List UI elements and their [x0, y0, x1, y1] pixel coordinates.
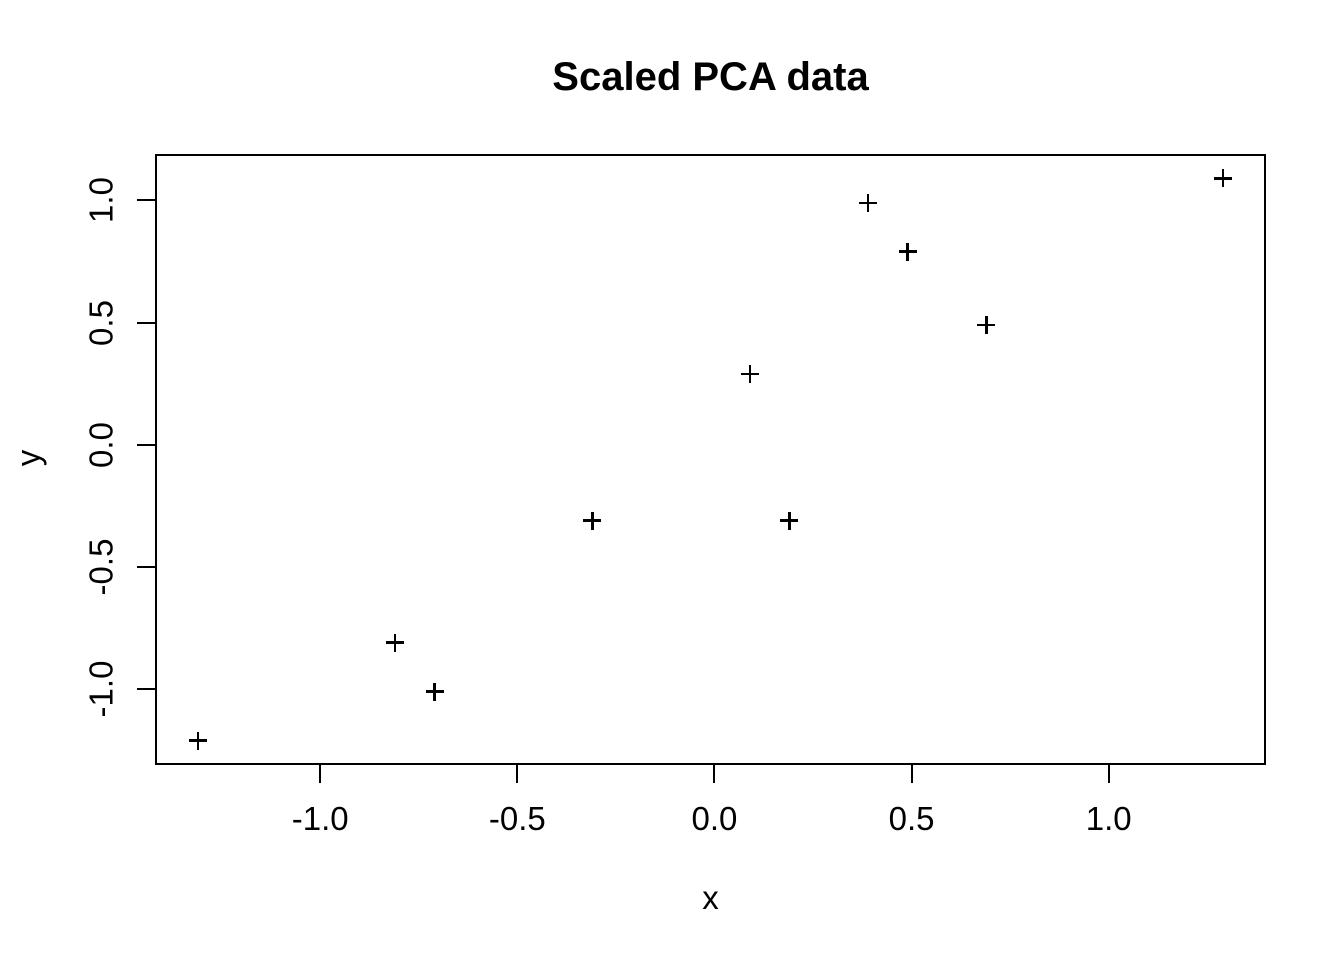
data-point [189, 731, 207, 750]
x-axis-tick-label: -1.0 [291, 800, 349, 837]
y-axis-tick-label: 0.5 [82, 299, 120, 346]
x-axis-tick-label: 0.5 [888, 800, 935, 837]
y-axis-tick [137, 321, 157, 324]
y-axis-tick-label: -1.0 [82, 660, 120, 718]
data-point [583, 511, 602, 530]
data-point [859, 193, 878, 212]
y-axis-label: y [9, 449, 47, 467]
data-point [977, 316, 996, 335]
y-axis-tick-label: 0.0 [82, 421, 120, 468]
y-axis-tick [137, 688, 157, 691]
x-axis-tick [713, 763, 716, 783]
y-axis-tick [137, 566, 157, 569]
x-axis-tick-label: -0.5 [488, 800, 546, 837]
x-axis-tick [1107, 763, 1110, 783]
data-point [1214, 169, 1232, 188]
plot-area: -1.0 -0.5 0.0 0.5 1.0 -1.0 -0.5 0.0 0.5 1.0 [83, 154, 1266, 837]
data-point [386, 633, 405, 652]
data-point [740, 364, 759, 383]
y-axis-tick [137, 443, 157, 446]
data-point [425, 682, 444, 701]
x-axis-tick [319, 763, 322, 783]
data-point [780, 511, 799, 530]
x-axis-tick-label: 1.0 [1085, 800, 1132, 837]
x-axis-tick-label: 0.0 [691, 800, 738, 837]
y-axis-tick-label: 1.0 [82, 177, 120, 224]
x-axis-tick [516, 763, 519, 783]
data-point [898, 242, 917, 261]
y-axis-tick [137, 199, 157, 202]
x-axis-label: x [702, 879, 719, 916]
y-axis-tick-label: -0.5 [82, 538, 120, 596]
chart-title: Scaled PCA data [552, 55, 869, 99]
x-axis-tick [910, 763, 913, 783]
